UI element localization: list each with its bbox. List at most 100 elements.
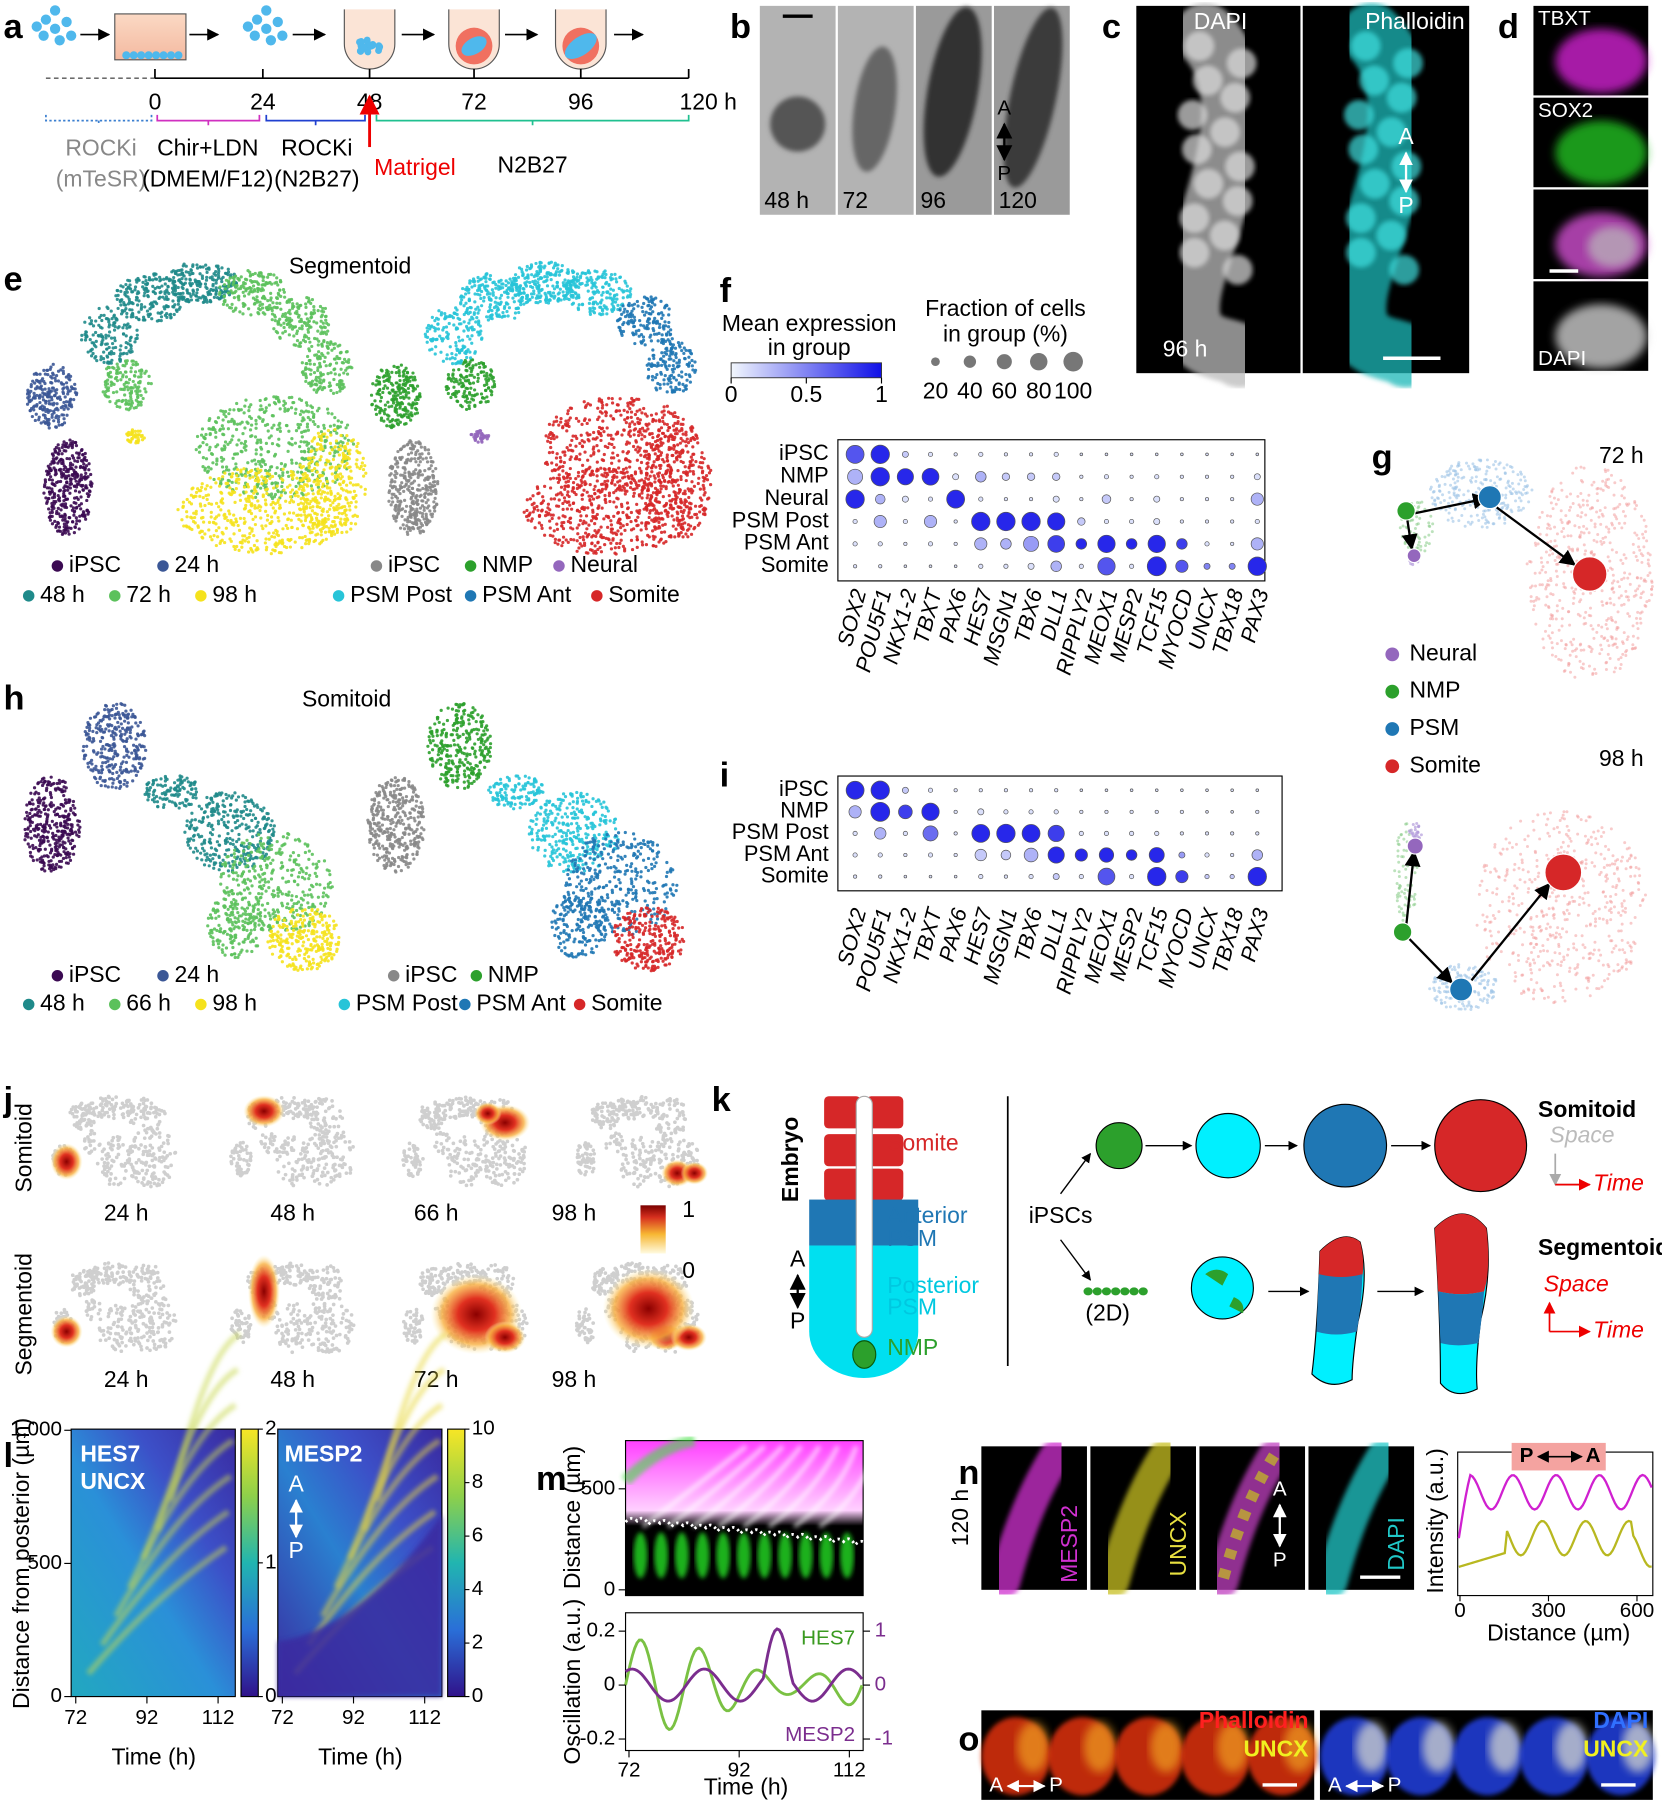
umap-dot bbox=[649, 339, 653, 343]
umap-dot bbox=[332, 423, 336, 427]
umap-dot bbox=[315, 501, 319, 505]
umap-dot bbox=[181, 286, 185, 291]
umap-dot bbox=[205, 470, 210, 474]
umap-dot bbox=[107, 323, 112, 327]
umap-dot bbox=[169, 316, 173, 320]
umap-dot bbox=[109, 361, 113, 365]
umap-dot bbox=[35, 372, 39, 377]
umap-dot bbox=[111, 390, 116, 395]
umap-dot bbox=[489, 368, 493, 372]
umap-dot bbox=[470, 341, 474, 345]
umap-dot bbox=[392, 364, 396, 368]
umap-dot bbox=[450, 392, 455, 397]
umap-dot bbox=[104, 333, 108, 337]
umap-dot bbox=[220, 497, 225, 501]
umap-dot bbox=[549, 294, 553, 298]
umap-dot bbox=[122, 300, 126, 305]
cell-icon bbox=[129, 51, 138, 60]
umap-dot bbox=[209, 510, 213, 514]
umap-dot bbox=[544, 298, 549, 302]
umap-dot bbox=[662, 354, 666, 358]
umap-dot bbox=[275, 276, 279, 280]
umap-dot bbox=[307, 336, 311, 341]
umap-dot bbox=[126, 286, 130, 290]
umap-dot bbox=[666, 325, 671, 329]
umap-dot bbox=[426, 492, 431, 496]
umap-dot bbox=[490, 288, 495, 292]
umap-dot bbox=[214, 281, 218, 285]
umap-dot bbox=[458, 378, 462, 382]
umap-dot bbox=[128, 343, 133, 347]
umap-dot bbox=[429, 460, 433, 464]
umap-dot bbox=[229, 419, 233, 423]
umap-dot bbox=[61, 531, 65, 535]
umap-dot bbox=[325, 321, 329, 325]
umap-dot bbox=[54, 472, 58, 476]
umap-dot bbox=[289, 518, 293, 522]
umap-dot bbox=[64, 381, 69, 385]
umap-dot bbox=[129, 391, 133, 396]
umap-dot bbox=[323, 530, 328, 534]
umap-dot bbox=[258, 508, 262, 513]
umap-dot bbox=[557, 297, 561, 301]
umap-dot bbox=[288, 545, 292, 549]
umap-dot bbox=[316, 366, 320, 370]
umap-dot bbox=[238, 493, 242, 497]
umap-dot bbox=[219, 455, 224, 460]
umap-dot bbox=[299, 466, 304, 470]
umap-dot bbox=[454, 341, 458, 345]
umap-dot bbox=[232, 296, 236, 300]
umap-dot bbox=[264, 537, 268, 541]
umap-dot bbox=[312, 412, 316, 417]
umap-dot bbox=[506, 302, 510, 306]
umap-dot bbox=[275, 331, 280, 335]
somite bbox=[1193, 168, 1224, 199]
umap-dot bbox=[47, 515, 51, 519]
umap-dot bbox=[450, 352, 454, 356]
umap-dot bbox=[341, 453, 346, 458]
umap-dot bbox=[25, 402, 30, 406]
umap-dot bbox=[665, 390, 669, 394]
umap-dot bbox=[636, 304, 640, 308]
umap-dot bbox=[201, 300, 205, 304]
umap-dot bbox=[315, 523, 319, 527]
umap-dot bbox=[306, 330, 311, 334]
umap-dot bbox=[242, 516, 246, 521]
umap-dot bbox=[229, 518, 233, 523]
umap-dot bbox=[221, 302, 226, 307]
umap-dot bbox=[536, 301, 540, 305]
umap-dot bbox=[65, 524, 69, 528]
umap-dot bbox=[401, 383, 405, 387]
umap-dot bbox=[396, 387, 400, 391]
umap-dot bbox=[648, 307, 652, 311]
umap-dot bbox=[311, 505, 315, 509]
umap-dot bbox=[306, 415, 310, 420]
umap-dot bbox=[387, 414, 391, 418]
umap-dot bbox=[305, 474, 309, 478]
umap-dot bbox=[470, 432, 474, 437]
umap-dot bbox=[283, 329, 287, 333]
umap-dot bbox=[270, 282, 274, 286]
umap-dot bbox=[271, 500, 275, 504]
umap-dot bbox=[279, 307, 283, 311]
umap-dot bbox=[198, 282, 202, 286]
umap-dot bbox=[44, 399, 48, 404]
umap-dot bbox=[165, 288, 169, 292]
umap-dot bbox=[396, 422, 401, 427]
umap-dot bbox=[435, 337, 439, 342]
umap-dot bbox=[468, 337, 472, 341]
umap-dot bbox=[403, 509, 408, 513]
umap-dot bbox=[252, 458, 257, 462]
umap-dot bbox=[267, 531, 271, 535]
umap-dot bbox=[418, 441, 422, 445]
umap-dot bbox=[273, 511, 277, 515]
umap-dot bbox=[231, 456, 235, 460]
umap-dot bbox=[480, 304, 484, 308]
umap-dot bbox=[322, 490, 327, 494]
umap-dot bbox=[47, 490, 52, 494]
umap-dot bbox=[386, 400, 390, 404]
umap-dot bbox=[260, 524, 264, 528]
umap-dot bbox=[538, 261, 542, 265]
umap-dot bbox=[663, 373, 667, 378]
umap-dot bbox=[74, 479, 78, 483]
